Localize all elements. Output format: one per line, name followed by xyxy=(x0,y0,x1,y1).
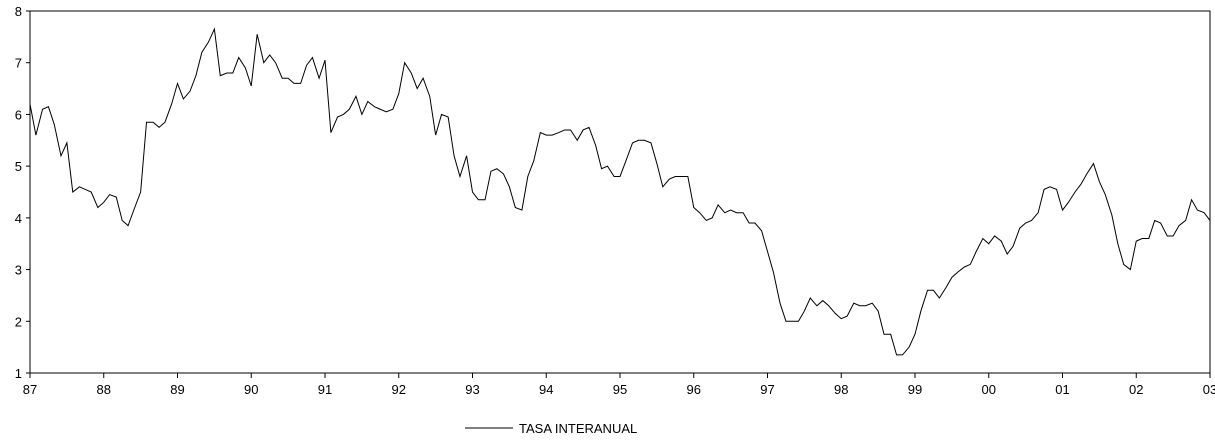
x-tick-label: 03 xyxy=(1203,382,1215,397)
x-tick-label: 92 xyxy=(392,382,406,397)
x-tick-label: 96 xyxy=(687,382,701,397)
y-tick-label: 6 xyxy=(15,107,22,122)
y-tick-label: 5 xyxy=(15,159,22,174)
plot-area xyxy=(29,10,1211,374)
y-tick-label: 1 xyxy=(15,366,22,381)
x-tick-label: 98 xyxy=(834,382,848,397)
y-axis: 1 2 3 4 5 6 7 8 xyxy=(15,4,30,381)
legend-label: TASA INTERANUAL xyxy=(519,421,637,436)
y-tick-label: 3 xyxy=(15,263,22,278)
x-tick-label: 91 xyxy=(318,382,332,397)
x-tick-label: 94 xyxy=(539,382,553,397)
x-tick-label: 89 xyxy=(170,382,184,397)
x-axis: 87 88 89 90 91 92 93 94 95 96 97 98 99 00 01 02 03 xyxy=(23,373,1215,397)
y-tick-label: 7 xyxy=(15,56,22,71)
x-tick-label: 01 xyxy=(1055,382,1069,397)
legend: TASA INTERANUAL xyxy=(465,421,637,436)
x-tick-label: 97 xyxy=(760,382,774,397)
series-line-tasa-interanual xyxy=(29,27,1211,356)
y-tick-label: 2 xyxy=(15,314,22,329)
x-tick-label: 99 xyxy=(908,382,922,397)
x-tick-label: 00 xyxy=(982,382,996,397)
x-tick-label: 90 xyxy=(244,382,258,397)
x-tick-label: 95 xyxy=(613,382,627,397)
x-tick-label: 93 xyxy=(465,382,479,397)
x-tick-label: 88 xyxy=(97,382,111,397)
y-tick-label: 8 xyxy=(15,4,22,19)
x-tick-label: 87 xyxy=(23,382,37,397)
y-tick-label: 4 xyxy=(15,211,22,226)
x-tick-label: 02 xyxy=(1129,382,1143,397)
